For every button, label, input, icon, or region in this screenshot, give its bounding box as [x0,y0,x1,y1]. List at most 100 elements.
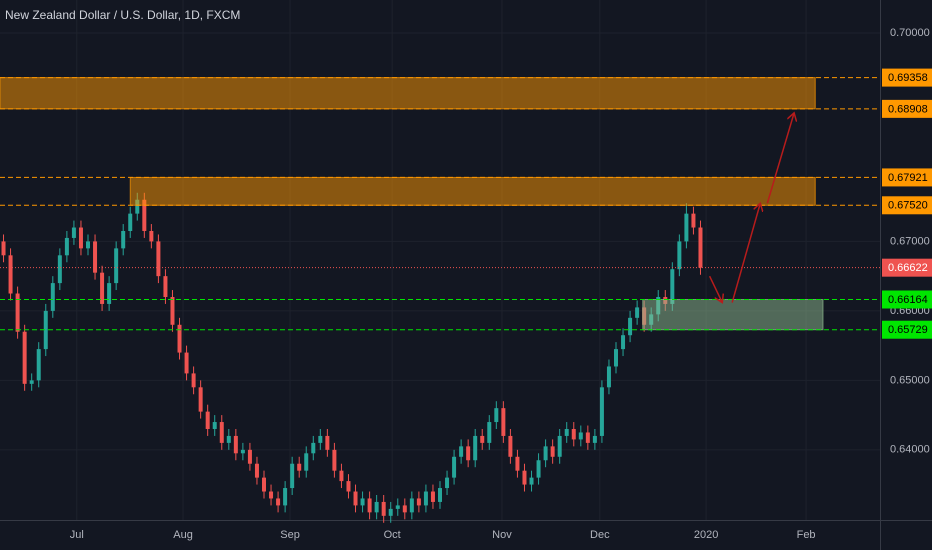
candle-body [142,199,147,231]
candle-body [430,491,435,502]
candle-body [15,293,20,332]
candle-body [508,435,513,457]
price-tag [882,168,932,187]
candle-body [184,352,189,374]
candle-body [318,435,323,443]
candle-body [684,213,689,242]
x-tick-label: Feb [797,529,816,541]
candle-body [698,227,703,268]
price-tag-label: 0.69358 [888,72,928,84]
candle-body [606,366,611,388]
arrow [731,203,760,303]
y-tick-label: 0.67000 [890,235,930,247]
price-tag [882,320,932,339]
candle-body [388,508,393,516]
candle-body [64,237,69,256]
candle-body [360,498,365,506]
candle-body [121,230,126,249]
candle-body [276,498,281,506]
candle-body [191,373,196,388]
candle-body [621,335,626,350]
candle-body [628,317,633,336]
candle-body [212,422,217,429]
price-tag [882,196,932,215]
candle-body [571,428,576,440]
arrow [766,113,794,204]
x-tick-label: Aug [173,529,193,541]
candle-body [240,449,245,454]
candle-body [599,387,604,436]
candle-body [522,470,527,485]
x-tick-label: Dec [590,529,610,541]
candle-body [1,241,6,256]
candle-body [226,435,231,443]
candle-body [487,422,492,443]
price-tag-label: 0.67520 [888,200,928,212]
price-tag [882,290,932,309]
candle-body [466,446,471,461]
candle-body [402,505,407,513]
candle-body [423,491,428,506]
x-tick-label: 2020 [694,529,718,541]
candle-body [50,283,55,311]
x-tick-label: Oct [384,529,401,541]
y-tick-label: 0.65000 [890,374,930,386]
candle-body [353,491,358,506]
candle-body [459,446,464,457]
y-tick-label: 0.70000 [890,27,930,39]
zone [0,77,816,110]
candle-body [374,501,379,513]
candle-body [71,227,76,238]
candle-body [543,446,548,461]
candle-body [346,481,351,492]
candle-body [8,255,13,294]
candle-body [57,255,62,284]
candle-body [290,463,295,489]
x-tick-label: Sep [280,529,300,541]
candle-body [247,449,252,464]
candle-body [254,463,259,478]
candle-body [550,446,555,457]
candle-body [494,408,499,423]
zone [129,176,816,206]
candle-body [536,460,541,478]
candle-body [233,435,238,454]
price-tag [882,68,932,87]
candle-body [409,498,414,513]
candle-body [36,349,41,381]
candle-body [149,230,154,242]
candle-body [114,248,119,284]
candle-body [283,488,288,506]
candle-body [311,442,316,454]
candle-body [128,213,133,231]
candle-body [416,498,421,506]
candle-body [332,449,337,471]
candle-body [515,456,520,471]
price-tag-label: 0.66164 [888,294,928,306]
chart-title: New Zealand Dollar / U.S. Dollar, 1D, FX… [5,8,240,22]
candle-body [163,276,168,297]
candle-body [691,213,696,228]
y-tick-label: 0.64000 [890,444,930,456]
candle-body [445,477,450,489]
candle-body [29,380,34,384]
candle-body [100,272,105,304]
candle-body [262,477,266,492]
candle-body [107,283,112,304]
candle-body [578,432,583,440]
candle-body [177,324,182,353]
candle-body [93,241,98,273]
candle-body [304,453,309,471]
candle-body [269,491,274,499]
price-tag [882,258,932,277]
candle-body [170,296,175,325]
candle-body [677,241,682,270]
candle-body [339,470,344,482]
candle-body [438,488,442,502]
candle-body [670,269,675,304]
candle-body [585,432,590,443]
candle-body [452,456,457,478]
candle-body [156,241,161,277]
